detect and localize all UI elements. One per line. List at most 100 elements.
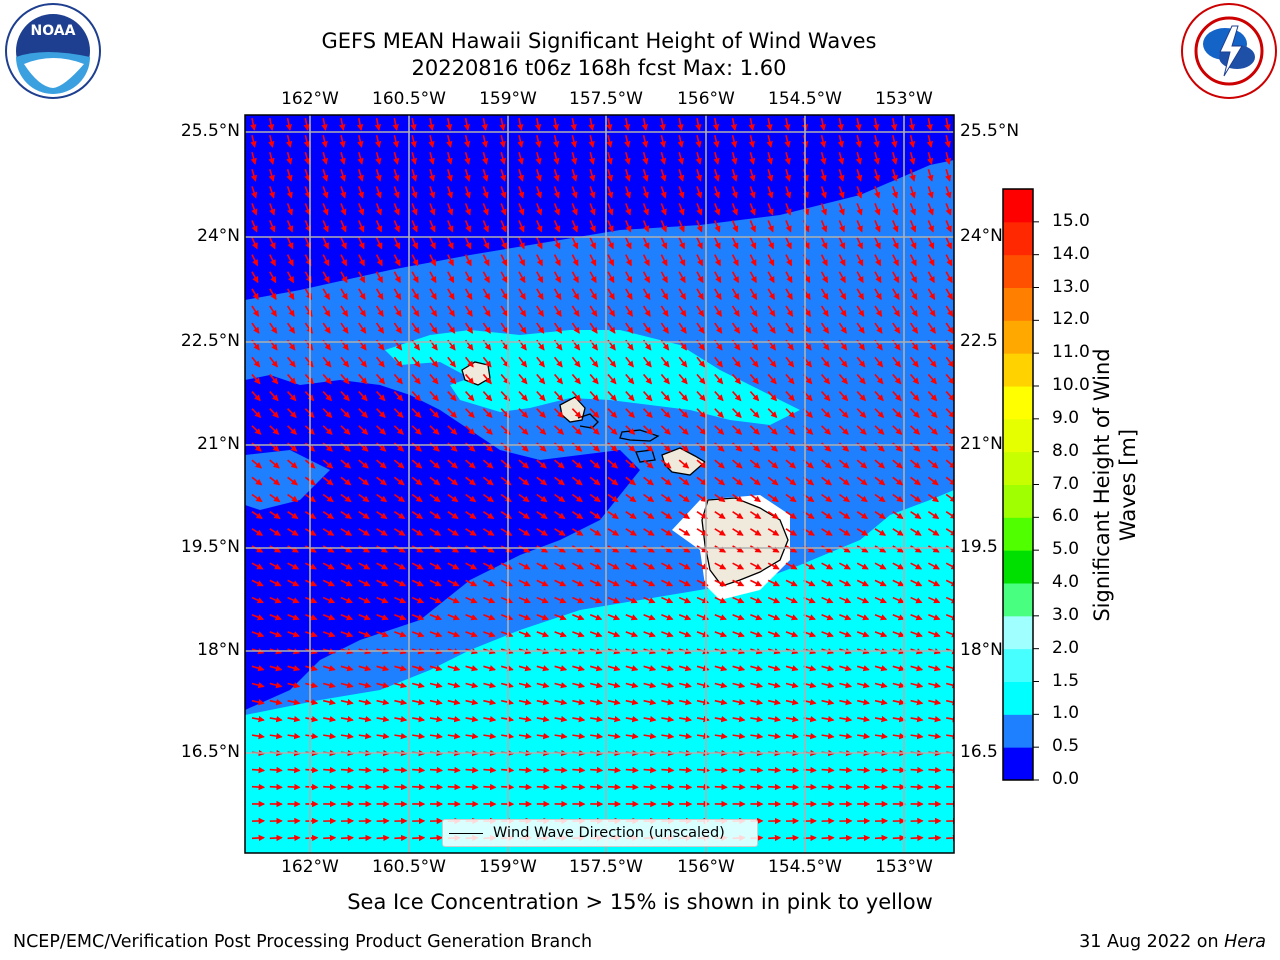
wind-wave-arrow bbox=[767, 203, 774, 216]
wind-wave-arrow bbox=[660, 425, 671, 435]
wind-wave-arrow bbox=[784, 134, 791, 148]
wind-wave-arrow bbox=[785, 305, 794, 317]
wind-wave-arrow bbox=[838, 288, 847, 301]
wind-wave-arrow bbox=[447, 271, 455, 284]
wind-wave-arrow bbox=[251, 356, 261, 368]
wind-wave-arrow bbox=[892, 766, 906, 774]
wind-wave-arrow bbox=[892, 425, 903, 435]
wind-wave-arrow bbox=[358, 408, 368, 419]
wind-wave-arrow bbox=[661, 766, 675, 774]
wind-wave-arrow bbox=[463, 134, 471, 148]
wind-wave-arrow bbox=[464, 254, 472, 267]
wind-wave-arrow bbox=[464, 220, 472, 233]
lon-label: 160.5°W bbox=[372, 857, 446, 877]
wind-wave-arrow bbox=[589, 305, 598, 317]
colorbar-label: Significant Height of Wind Waves [m] bbox=[1090, 348, 1140, 622]
wind-wave-arrow bbox=[340, 305, 349, 317]
wind-wave-arrow bbox=[393, 322, 402, 334]
wind-wave-arrow bbox=[553, 356, 563, 368]
wind-wave-arrow bbox=[482, 408, 493, 419]
wind-wave-arrow bbox=[643, 766, 657, 774]
wind-wave-arrow bbox=[570, 134, 578, 148]
wind-wave-arrow bbox=[358, 391, 368, 402]
wind-wave-arrow bbox=[269, 271, 277, 284]
wind-wave-arrow bbox=[394, 766, 408, 774]
wind-wave-arrow bbox=[358, 271, 366, 284]
wind-wave-arrow bbox=[714, 237, 721, 250]
wind-wave-arrow bbox=[785, 186, 792, 199]
wind-wave-arrow bbox=[732, 766, 746, 774]
wind-wave-arrow bbox=[554, 766, 568, 774]
generation-date: 31 Aug 2022 on Hera bbox=[1079, 932, 1266, 952]
wind-wave-arrow bbox=[625, 322, 634, 334]
wind-wave-arrow bbox=[767, 408, 778, 419]
wind-wave-arrow bbox=[375, 254, 383, 267]
colorbar-tick-label: 2.0 bbox=[1052, 637, 1080, 658]
wind-wave-arrow bbox=[677, 117, 684, 131]
wind-wave-arrow bbox=[607, 305, 616, 317]
wind-wave-arrow bbox=[677, 151, 685, 165]
wind-wave-arrow bbox=[358, 203, 365, 216]
wind-wave-arrow bbox=[269, 237, 276, 250]
wind-wave-arrow bbox=[287, 391, 297, 402]
wind-wave-arrow bbox=[376, 408, 386, 419]
wind-wave-arrow bbox=[358, 356, 367, 368]
wind-wave-arrow bbox=[483, 783, 497, 791]
wind-wave-arrow bbox=[927, 356, 937, 368]
wind-wave-arrow bbox=[518, 322, 527, 334]
wind-wave-arrow bbox=[571, 408, 582, 419]
wind-wave-arrow bbox=[926, 134, 934, 148]
wind-wave-arrow bbox=[499, 151, 507, 165]
wind-wave-arrow bbox=[411, 271, 419, 284]
wind-wave-arrow bbox=[838, 220, 845, 233]
wind-wave-arrow bbox=[535, 186, 542, 199]
wind-wave-arrow bbox=[607, 322, 616, 334]
wind-wave-arrow bbox=[536, 220, 543, 233]
wind-wave-arrow bbox=[606, 134, 613, 148]
wind-wave-arrow bbox=[821, 391, 831, 402]
wind-wave-arrow bbox=[429, 203, 436, 216]
wind-wave-arrow bbox=[287, 425, 298, 435]
wind-wave-arrow bbox=[464, 356, 474, 368]
wind-wave-arrow bbox=[785, 391, 795, 402]
lat-label: 24°N bbox=[197, 226, 240, 246]
noaa-logo: NOAA bbox=[5, 3, 101, 99]
colorbar-bin bbox=[1003, 648, 1033, 682]
wind-wave-arrow bbox=[464, 305, 473, 317]
wind-wave-arrow bbox=[376, 391, 386, 402]
wind-wave-arrow bbox=[819, 134, 827, 148]
wind-wave-arrow bbox=[820, 169, 827, 182]
colorbar-tick-label: 10.0 bbox=[1052, 375, 1090, 395]
wind-wave-arrow bbox=[838, 237, 846, 250]
wind-wave-arrow bbox=[820, 373, 831, 385]
wind-wave-arrow bbox=[643, 391, 653, 402]
wind-wave-arrow bbox=[678, 391, 689, 402]
wind-wave-arrow bbox=[482, 220, 489, 233]
wind-wave-arrow bbox=[625, 408, 635, 419]
wind-wave-arrow bbox=[873, 169, 881, 182]
wind-wave-arrow bbox=[874, 305, 883, 317]
wind-wave-arrow bbox=[269, 356, 278, 368]
wind-wave-arrow bbox=[358, 783, 372, 791]
wind-wave-arrow bbox=[732, 783, 746, 791]
wind-wave-arrow bbox=[642, 151, 649, 165]
wind-wave-arrow bbox=[446, 134, 453, 148]
wind-wave-arrow bbox=[696, 373, 706, 385]
wind-wave-arrow bbox=[482, 254, 490, 267]
wind-wave-arrow bbox=[641, 117, 649, 131]
wind-wave-arrow bbox=[625, 271, 633, 284]
wind-wave-arrow bbox=[660, 169, 667, 182]
wind-wave-arrow bbox=[785, 322, 794, 334]
wind-wave-arrow bbox=[928, 766, 942, 774]
wind-wave-arrow bbox=[908, 117, 916, 131]
colorbar-bin bbox=[1003, 386, 1033, 420]
wind-wave-arrow bbox=[322, 322, 331, 334]
wind-wave-arrow bbox=[411, 425, 422, 435]
wind-wave-arrow bbox=[874, 373, 884, 385]
wind-wave-arrow bbox=[767, 322, 776, 334]
wind-wave-arrow bbox=[838, 151, 845, 165]
wind-wave-arrow bbox=[874, 220, 881, 233]
wind-wave-arrow bbox=[340, 391, 350, 402]
wind-wave-arrow bbox=[465, 766, 479, 774]
wind-wave-arrow bbox=[287, 834, 301, 842]
